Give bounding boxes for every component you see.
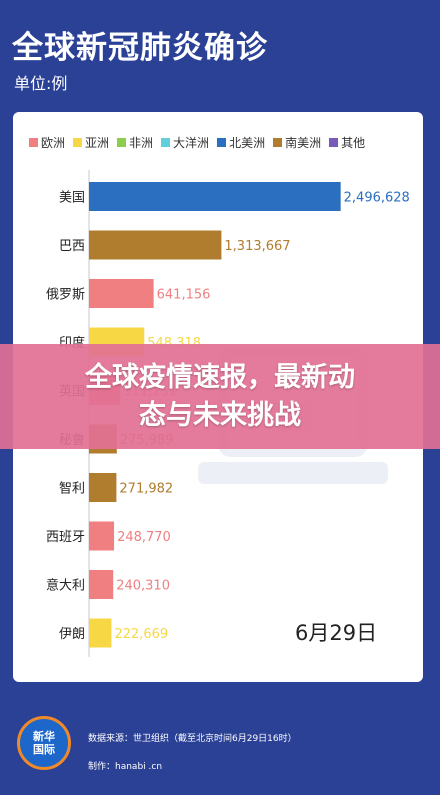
- category-label: 智利: [59, 482, 85, 497]
- bar: [89, 570, 114, 599]
- data-source: 数据来源：世卫组织（截至北京时间6月29日16时）: [88, 734, 297, 744]
- legend-label: 其他: [341, 136, 366, 150]
- headline-banner: 全球疫情速报，最新动 态与未来挑战: [0, 344, 440, 449]
- legend-item: 大洋洲: [161, 134, 209, 151]
- bar: [89, 279, 154, 308]
- category-label: 伊朗: [59, 627, 85, 642]
- legend-item: 非洲: [117, 134, 153, 151]
- legend-label: 南美洲: [285, 136, 322, 150]
- legend-swatch: [217, 138, 227, 147]
- legend-swatch: [161, 138, 171, 147]
- value-label: 222,669: [114, 627, 168, 642]
- legend-item: 南美洲: [273, 134, 321, 151]
- logo-text-1: 新华: [33, 730, 55, 743]
- value-label: 1,313,667: [224, 239, 290, 254]
- chart-legend: 欧洲 亚洲 非洲 大洋洲 北美洲 南美洲 其他: [29, 134, 413, 151]
- legend-swatch: [29, 138, 38, 147]
- category-label: 意大利: [46, 578, 85, 594]
- legend-swatch: [73, 138, 83, 147]
- bar: [89, 182, 341, 211]
- headline-line-1: 全球疫情速报，最新动: [85, 361, 355, 393]
- bar: [89, 618, 112, 648]
- legend-item: 欧洲: [29, 134, 65, 151]
- bar: [89, 473, 117, 502]
- legend-label: 欧洲: [41, 136, 66, 150]
- date-label: 6月29日: [295, 621, 378, 645]
- value-label: 240,310: [116, 579, 170, 594]
- legend-item: 其他: [329, 134, 365, 151]
- category-label: 美国: [59, 191, 85, 206]
- legend-swatch: [329, 138, 339, 147]
- bar: [89, 521, 115, 551]
- bar: [89, 230, 222, 260]
- legend-label: 亚洲: [85, 136, 110, 150]
- headline-line-2: 态与未来挑战: [139, 399, 301, 431]
- category-label: 俄罗斯: [46, 288, 85, 303]
- legend-item: 北美洲: [217, 134, 265, 151]
- legend-item: 亚洲: [73, 134, 109, 151]
- logo-text-2: 国际: [33, 743, 55, 756]
- category-label: 西班牙: [46, 530, 85, 545]
- value-label: 271,982: [119, 482, 173, 497]
- legend-label: 非洲: [129, 136, 154, 150]
- value-label: 2,496,628: [344, 191, 410, 206]
- xinhua-logo: 新华 国际: [17, 716, 71, 770]
- legend-swatch: [273, 138, 283, 147]
- page-title: 全球新冠肺炎确诊: [12, 30, 268, 66]
- unit-label: 单位:例: [14, 74, 68, 93]
- maker-credit: 制作：hanabi .cn: [88, 762, 163, 772]
- category-label: 巴西: [59, 239, 85, 254]
- legend-label: 北美洲: [229, 136, 266, 150]
- value-label: 248,770: [117, 530, 171, 545]
- legend-label: 大洋洲: [173, 136, 210, 150]
- legend-swatch: [117, 138, 127, 147]
- value-label: 641,156: [157, 288, 211, 303]
